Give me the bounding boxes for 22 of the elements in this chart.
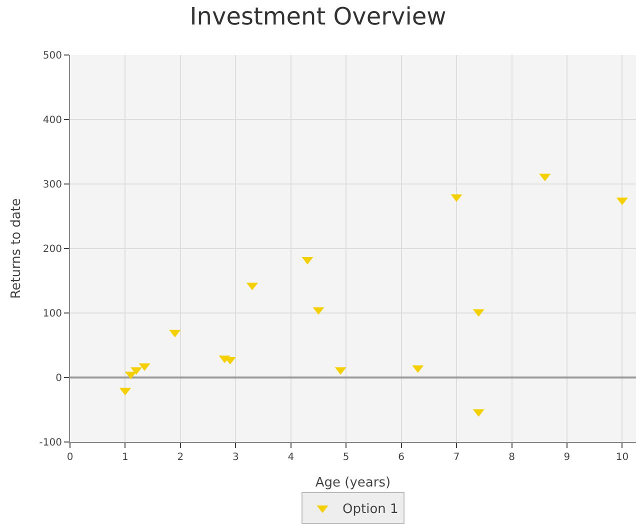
- y-axis-title: Returns to date: [9, 198, 24, 299]
- y-tick-label: -100: [39, 438, 62, 448]
- x-tick-label: 5: [342, 452, 350, 463]
- y-tick-label: 100: [42, 308, 62, 320]
- y-tick-label: 200: [42, 244, 62, 255]
- x-tick-label: 9: [564, 452, 570, 463]
- x-tick-label: 8: [508, 452, 515, 463]
- y-tick-label: 300: [42, 180, 62, 190]
- x-axis-title: Age (years): [315, 476, 391, 491]
- y-tick-label: 0: [56, 373, 62, 384]
- legend-label: Option 1: [342, 502, 398, 518]
- x-tick-label: 4: [288, 452, 294, 463]
- y-tick-label: 500: [42, 50, 62, 62]
- x-tick-label: 6: [398, 452, 405, 463]
- x-tick-label: 0: [66, 452, 74, 463]
- y-tick-label: 400: [42, 115, 62, 126]
- x-tick-label: 10: [616, 452, 629, 463]
- x-tick-label: 1: [122, 452, 128, 463]
- chart-title: Investment Overview: [190, 2, 446, 31]
- x-tick-label: 7: [453, 452, 460, 463]
- x-tick-label: 2: [177, 452, 184, 463]
- x-tick-label: 3: [232, 452, 239, 463]
